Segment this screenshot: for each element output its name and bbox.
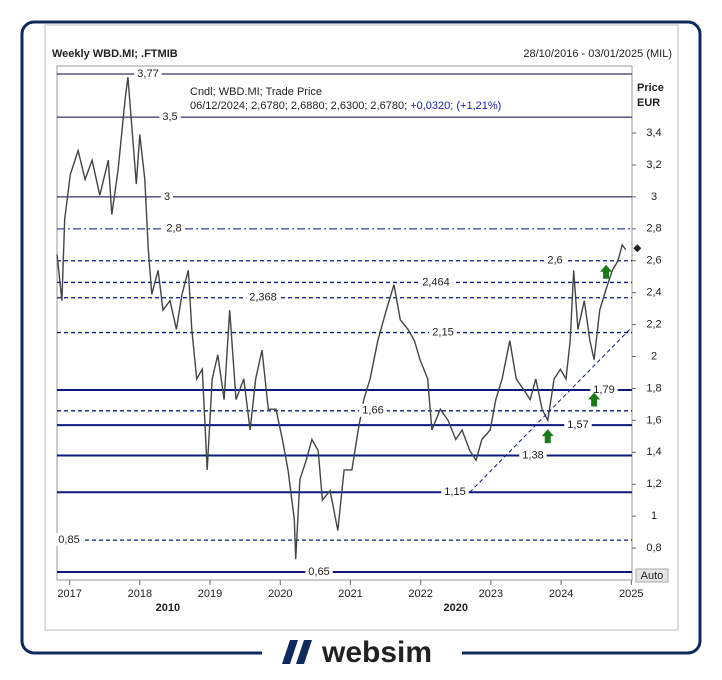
auto-button[interactable] — [635, 568, 669, 583]
level-label-bg — [55, 533, 83, 547]
level-label-bg — [160, 189, 174, 203]
y-tick-label: 0,8 — [646, 542, 661, 554]
last-price-marker — [633, 244, 642, 253]
y-tick-label: 1,8 — [646, 382, 661, 394]
level-label: 2,8 — [166, 223, 181, 235]
level-label: 1,15 — [444, 486, 465, 498]
trendline — [469, 327, 632, 493]
info-change: +0,0320; (+1,21%) — [410, 100, 501, 112]
auto-label[interactable]: Auto — [641, 570, 664, 582]
level-label: 2,15 — [432, 326, 453, 338]
info-values: 06/12/2024; 2,6780; 2,6880; 2,6300; 2,67… — [190, 100, 407, 112]
plot-area — [56, 65, 633, 581]
x-tick-label: 2020 — [268, 588, 292, 600]
level-label-bg — [134, 66, 162, 80]
logo-stroke — [282, 640, 298, 664]
logo-stroke — [296, 640, 312, 664]
info-line: 06/12/2024; 2,6780; 2,6880; 2,6300; 2,67… — [190, 100, 501, 112]
buy-signal — [588, 392, 601, 407]
level-label: 2,6 — [547, 255, 562, 267]
y-tick-label: 3,2 — [646, 159, 661, 171]
level-label: 2,368 — [249, 292, 277, 304]
level-label-bg — [441, 485, 469, 499]
x-tick-label: 2024 — [549, 588, 573, 600]
brand: websim — [321, 636, 432, 669]
level-label-bg — [519, 448, 547, 462]
level-label: 1,57 — [567, 419, 588, 431]
level-label: 3,77 — [137, 68, 158, 80]
level-label-bg — [544, 253, 566, 267]
level-label: 1,79 — [593, 384, 614, 396]
y-tick-label: 1,6 — [646, 414, 661, 426]
level-label: 3,5 — [162, 111, 177, 123]
date-range: 28/10/2016 - 03/01/2025 (MIL) — [523, 48, 672, 60]
level-label: 1,38 — [522, 449, 543, 461]
level-label: 2,464 — [422, 276, 450, 288]
level-label-bg — [159, 110, 181, 124]
y-tick-label: 1,2 — [646, 478, 661, 490]
level-label: 0,65 — [308, 566, 329, 578]
logo-icon — [282, 640, 312, 664]
level-label-bg — [419, 275, 453, 289]
level-label: 0,85 — [58, 534, 79, 546]
level-label-bg — [590, 383, 618, 397]
level-label-bg — [246, 290, 280, 304]
y-tick-label: 2,4 — [646, 287, 661, 299]
chart-title: Weekly WBD.MI; .FTMIB — [52, 48, 178, 60]
price-line — [56, 77, 627, 560]
y-tick-label: 2 — [651, 350, 657, 362]
y-tick-label: 3 — [651, 191, 657, 203]
level-label-bg — [163, 221, 185, 235]
y-axis-unit: EUR — [637, 97, 660, 109]
x-tick-label: 2021 — [338, 588, 362, 600]
x-tick-label: 2023 — [479, 588, 503, 600]
level-label: 3 — [164, 191, 170, 203]
y-tick-label: 1 — [651, 510, 657, 522]
level-label-bg — [564, 418, 592, 432]
x-tick-label: 2017 — [57, 588, 81, 600]
level-label-bg — [305, 565, 333, 579]
decade-label: 2010 — [156, 602, 180, 614]
y-tick-label: 1,4 — [646, 446, 661, 458]
x-tick-label: 2018 — [128, 588, 152, 600]
y-tick-label: 2,2 — [646, 319, 661, 331]
level-label-bg — [429, 325, 457, 339]
x-tick-label: 2019 — [198, 588, 222, 600]
y-tick-label: 3,4 — [646, 127, 661, 139]
y-tick-label: 2,8 — [646, 223, 661, 235]
y-axis-title: Price — [637, 82, 664, 94]
level-label: 1,66 — [362, 405, 383, 417]
x-tick-label: 2025 — [619, 588, 643, 600]
x-tick-label: 2022 — [408, 588, 432, 600]
y-tick-label: 2,6 — [646, 255, 661, 267]
decade-label: 2020 — [444, 602, 468, 614]
buy-signal — [600, 264, 613, 279]
info-line: Cndl; WBD.MI; Trade Price — [190, 86, 322, 98]
level-label-bg — [359, 403, 387, 417]
buy-signal — [541, 429, 554, 444]
